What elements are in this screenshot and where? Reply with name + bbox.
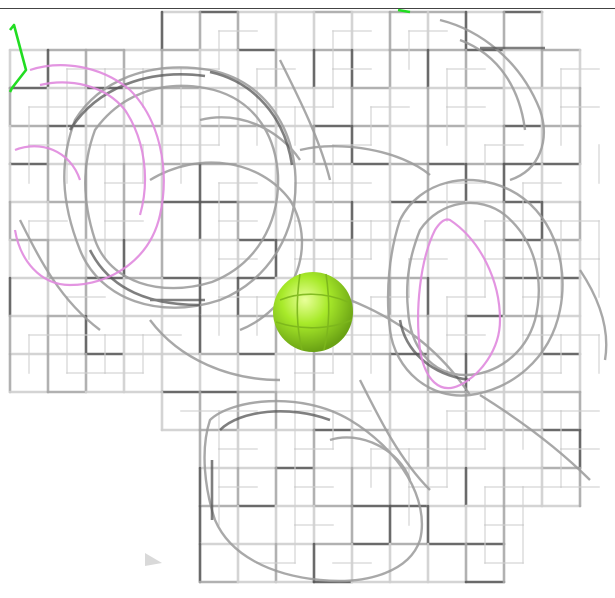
ion-sphere[interactable] (273, 272, 353, 352)
top-border (0, 0, 615, 9)
ligand-stick (8, 8, 411, 93)
difference-density-contour (13, 64, 502, 390)
mesh-fragment (145, 553, 162, 566)
mesh-curved-strands (18, 18, 608, 583)
